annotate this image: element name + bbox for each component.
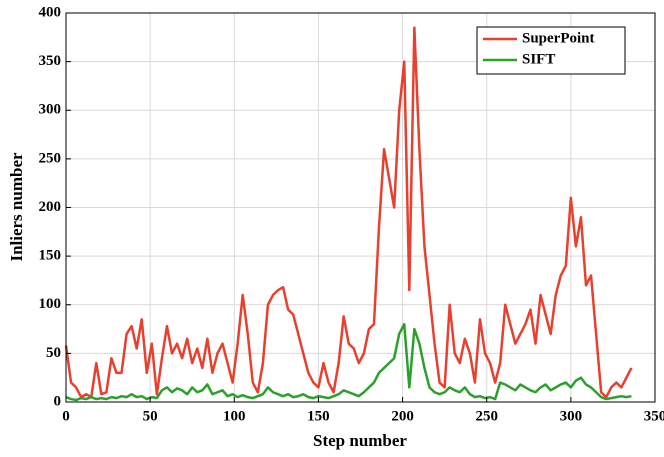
x-tick-label: 250 (475, 408, 498, 424)
x-tick-label: 200 (391, 408, 414, 424)
x-tick-label: 300 (560, 408, 583, 424)
x-tick-label: 350 (644, 408, 664, 424)
x-tick-label: 100 (223, 408, 246, 424)
y-tick-label: 0 (54, 393, 62, 409)
y-tick-label: 400 (39, 4, 62, 20)
y-tick-label: 100 (39, 296, 62, 312)
y-tick-label: 150 (39, 248, 62, 264)
y-tick-label: 300 (39, 102, 62, 118)
legend-box (476, 26, 626, 75)
x-tick-label: 50 (143, 408, 158, 424)
x-axis-label: Step number (313, 431, 407, 450)
x-tick-label: 150 (307, 408, 330, 424)
y-tick-label: 350 (39, 53, 62, 69)
data-line (65, 322, 632, 402)
y-tick-label: 200 (39, 199, 62, 215)
data-line (64, 26, 633, 399)
y-tick-label: 50 (46, 345, 61, 361)
y-tick-label: 250 (39, 150, 62, 166)
legend-label: SuperPoint (522, 30, 595, 46)
x-tick-label: 0 (62, 408, 70, 424)
y-axis-label: Inliers number (7, 152, 26, 262)
legend-label: SIFT (522, 51, 555, 67)
